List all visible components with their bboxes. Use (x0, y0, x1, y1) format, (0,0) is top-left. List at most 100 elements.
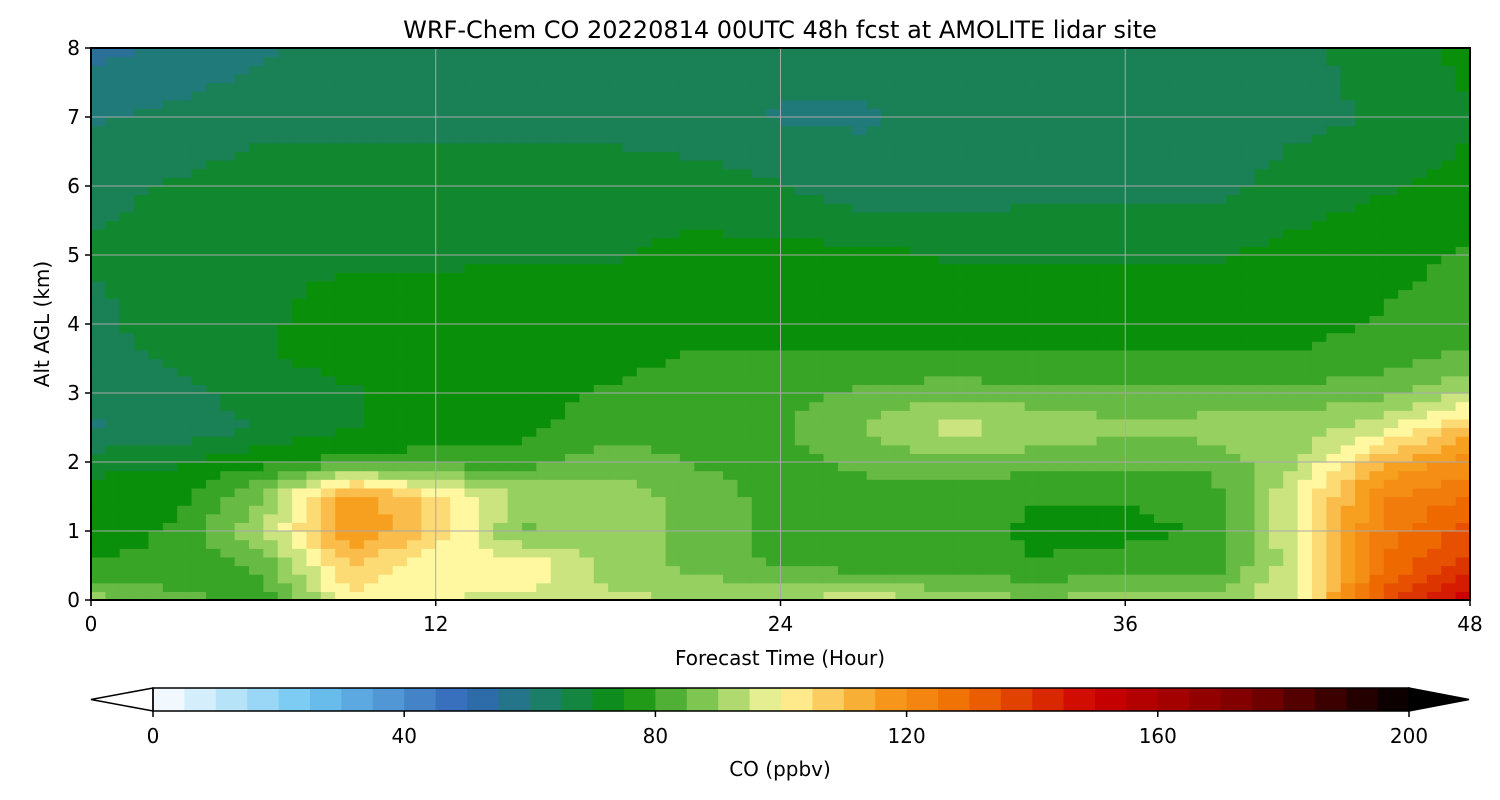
contour-cell (1197, 418, 1213, 429)
contour-cell (895, 591, 911, 600)
contour-cell (967, 401, 983, 411)
contour-cell (119, 246, 135, 256)
contour-cell (665, 263, 681, 273)
contour-cell (162, 306, 178, 316)
contour-cell (1053, 324, 1069, 334)
contour-cell (1383, 194, 1399, 204)
contour-cell (148, 496, 164, 506)
contour-cell (622, 289, 638, 299)
contour-cell (1383, 168, 1399, 178)
contour-cell (1153, 186, 1169, 196)
contour-cell (550, 255, 566, 265)
contour-cell (550, 151, 566, 161)
contour-cell (1010, 393, 1026, 403)
contour-cell (1268, 393, 1284, 403)
contour-cell (995, 418, 1011, 429)
contour-cell (191, 280, 207, 291)
contour-cell (162, 582, 178, 592)
contour-cell (780, 349, 796, 360)
contour-cell (249, 505, 264, 515)
contour-cell (148, 349, 164, 360)
contour-cell (565, 160, 580, 170)
contour-cell (392, 211, 408, 222)
contour-cell (852, 591, 868, 600)
contour-cell (349, 324, 365, 334)
contour-cell (205, 591, 221, 600)
contour-cell (866, 246, 882, 256)
contour-cell (1197, 246, 1213, 256)
contour-cell (1355, 168, 1371, 178)
contour-cell (981, 505, 997, 515)
contour-cell (1383, 436, 1399, 446)
contour-cell (895, 280, 911, 291)
contour-cell (579, 186, 595, 196)
contour-cell (1283, 168, 1299, 178)
contour-cell (292, 306, 308, 316)
contour-cell (938, 306, 954, 316)
contour-cell (1268, 151, 1284, 161)
contour-cell (478, 349, 494, 360)
contour-cell (565, 203, 580, 213)
contour-cell (881, 513, 897, 523)
contour-cell (608, 151, 624, 161)
contour-cell (1326, 410, 1342, 420)
contour-cell (866, 220, 882, 230)
contour-cell (1254, 401, 1270, 411)
contour-cell (1110, 556, 1126, 567)
contour-cell (292, 255, 308, 265)
contour-cell (593, 479, 609, 489)
contour-cell (550, 513, 566, 523)
contour-cell (895, 565, 911, 575)
contour-cell (335, 358, 351, 368)
contour-cell (1168, 246, 1184, 256)
contour-cell (450, 255, 466, 265)
contour-cell (636, 194, 652, 204)
contour-cell (1455, 324, 1470, 334)
contour-cell (723, 427, 738, 437)
contour-cell (1082, 444, 1098, 454)
contour-cell (852, 306, 868, 316)
contour-cell (1340, 436, 1356, 446)
contour-cell (622, 470, 638, 480)
contour-cell (234, 289, 250, 299)
contour-cell (1153, 280, 1169, 291)
contour-cell (205, 522, 221, 532)
contour-cell (1211, 531, 1227, 541)
contour-cell (205, 324, 221, 334)
contour-cell (1412, 582, 1428, 592)
contour-cell (1010, 384, 1026, 394)
contour-cell (565, 436, 580, 446)
contour-cell (407, 375, 422, 385)
contour-cell (335, 487, 351, 498)
contour-cell (809, 582, 825, 592)
contour-cell (794, 186, 810, 196)
contour-cell (737, 384, 753, 394)
contour-cell (1067, 211, 1083, 222)
contour-cell (435, 427, 451, 437)
contour-cell (823, 324, 839, 334)
contour-cell (924, 332, 940, 342)
contour-cell (665, 298, 681, 308)
contour-cell (579, 479, 595, 489)
contour-cell (1139, 487, 1155, 498)
contour-cell (1096, 436, 1112, 446)
contour-cell (938, 168, 954, 178)
contour-cell (1240, 436, 1256, 446)
contour-cell (1182, 349, 1198, 360)
contour-cell (464, 203, 480, 213)
contour-cell (363, 582, 379, 592)
contour-cell (665, 418, 681, 429)
contour-cell (191, 186, 207, 196)
contour-cell (521, 384, 537, 394)
contour-cell (421, 255, 437, 265)
contour-cell (177, 177, 193, 187)
contour-cell (579, 280, 595, 291)
contour-cell (335, 427, 351, 437)
contour-cell (335, 349, 351, 360)
contour-cell (1340, 177, 1356, 187)
contour-cell (493, 496, 509, 506)
contour-cell (1010, 539, 1026, 549)
contour-cell (1254, 341, 1270, 351)
contour-cell (1053, 151, 1069, 161)
contour-cell (1096, 548, 1112, 558)
